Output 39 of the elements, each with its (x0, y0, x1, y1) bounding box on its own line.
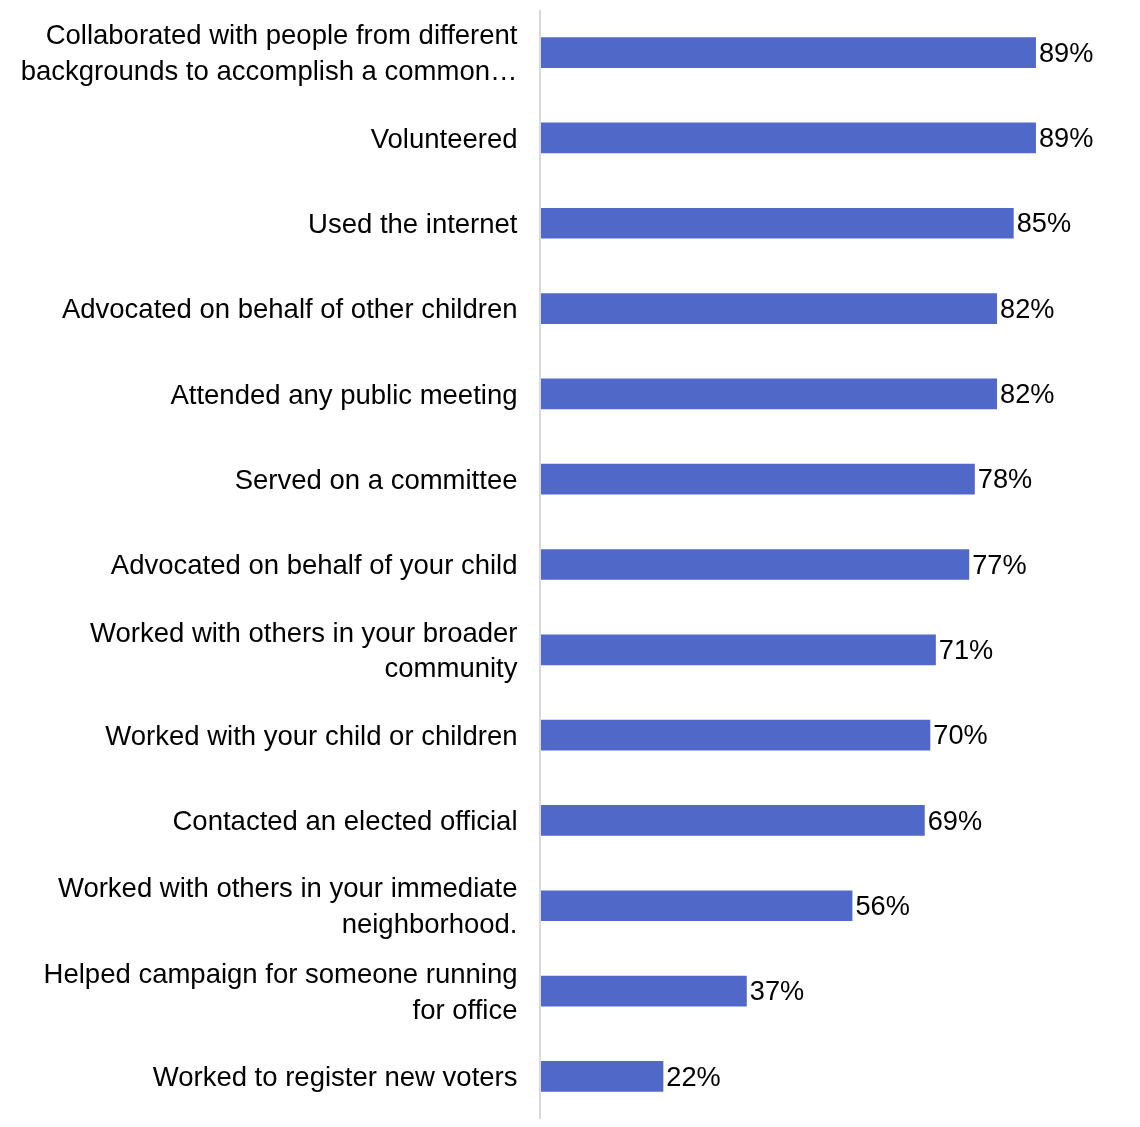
bar (541, 1060, 664, 1092)
y-tick-label: Volunteered (370, 122, 518, 154)
y-tick-label: Contacted an elected official (172, 805, 518, 837)
data-label: 22% (666, 1060, 721, 1092)
data-label: 89% (1038, 122, 1094, 154)
y-tick-label: Worked with others in your immediate neighborhood. (57, 872, 518, 940)
data-label: 89% (1038, 36, 1094, 68)
bar (541, 549, 970, 580)
bar (541, 37, 1036, 69)
data-label: 82% (1000, 378, 1055, 410)
bar (541, 719, 931, 751)
bar (541, 207, 1014, 239)
data-label: 70% (933, 719, 988, 751)
data-label: 85% (1016, 207, 1072, 239)
y-tick-label: Worked to register new voters (152, 1060, 518, 1092)
y-tick-label: Advocated on behalf of other children (61, 293, 518, 325)
data-label: 82% (1000, 292, 1055, 324)
bar (541, 378, 998, 410)
y-tick-label: Helped campaign for someone running for office (43, 957, 518, 1025)
bar (541, 890, 853, 922)
data-label: 77% (972, 548, 1027, 580)
bar (541, 805, 925, 836)
y-tick-label: Used the internet (308, 207, 518, 239)
y-tick-label: Attended any public meeting (170, 378, 518, 410)
bar (541, 122, 1036, 154)
data-label: 71% (938, 634, 994, 666)
bar (541, 975, 747, 1007)
y-tick-label: Collaborated with people from different backgrounds to accomplish a common… (20, 19, 518, 87)
y-tick-label: Worked with your child or children (105, 719, 518, 751)
y-tick-label: Worked with others in your broader community (90, 616, 518, 684)
data-label: 78% (977, 463, 1033, 495)
data-label: 56% (855, 889, 910, 921)
data-label: 69% (927, 804, 983, 836)
data-label: 37% (749, 975, 805, 1007)
bar (541, 634, 936, 666)
bar (541, 463, 975, 495)
y-tick-label: Advocated on behalf of your child (110, 549, 518, 581)
bar (541, 293, 998, 324)
y-tick-label: Served on a committee (234, 463, 518, 495)
